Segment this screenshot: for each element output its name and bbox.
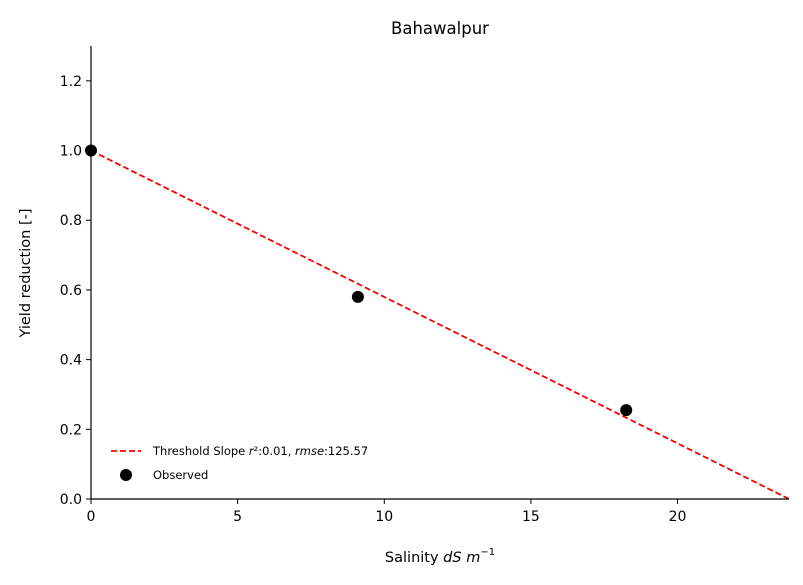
y-tick-label: 0.8 xyxy=(60,213,82,229)
legend-entry-label: Threshold Slope r²:0.01, rmse:125.57 xyxy=(152,444,368,458)
x-axis-label-unit: dS m xyxy=(443,550,480,566)
x-tick-label: 0 xyxy=(87,509,96,525)
x-tick-label: 10 xyxy=(375,509,393,525)
chart-title: Bahawalpur xyxy=(391,19,489,38)
y-tick-label: 1.2 xyxy=(60,74,82,90)
x-tick-label: 5 xyxy=(233,509,242,525)
y-axis-label: Yield reduction [-] xyxy=(18,209,34,339)
x-tick-label: 20 xyxy=(669,509,687,525)
tick-group: 0 5 10 15 20 0.0 0.2 0.4 0.6 0.8 1.0 1.2 xyxy=(60,74,687,525)
y-tick-label: 1.0 xyxy=(60,144,82,160)
threshold-slope-line xyxy=(90,149,790,500)
legend-entry-label: Observed xyxy=(153,468,208,482)
y-tick-label: 0.2 xyxy=(60,422,82,438)
y-tick-label: 0.4 xyxy=(60,353,82,369)
legend: Threshold Slope r²:0.01, rmse:125.57 Obse… xyxy=(111,444,368,482)
axes xyxy=(90,46,789,500)
observed-point xyxy=(620,404,633,417)
x-axis-label-superscript: −1 xyxy=(480,547,495,558)
x-axis-label: Salinity dS m−1 xyxy=(385,547,495,566)
x-tick-label: 15 xyxy=(522,509,540,525)
x-axis-label-prefix: Salinity xyxy=(385,550,443,566)
legend-marker-swatch xyxy=(120,469,132,481)
y-tick-label: 0.0 xyxy=(60,492,82,508)
observed-point xyxy=(351,290,364,303)
y-tick-label: 0.6 xyxy=(60,283,82,299)
